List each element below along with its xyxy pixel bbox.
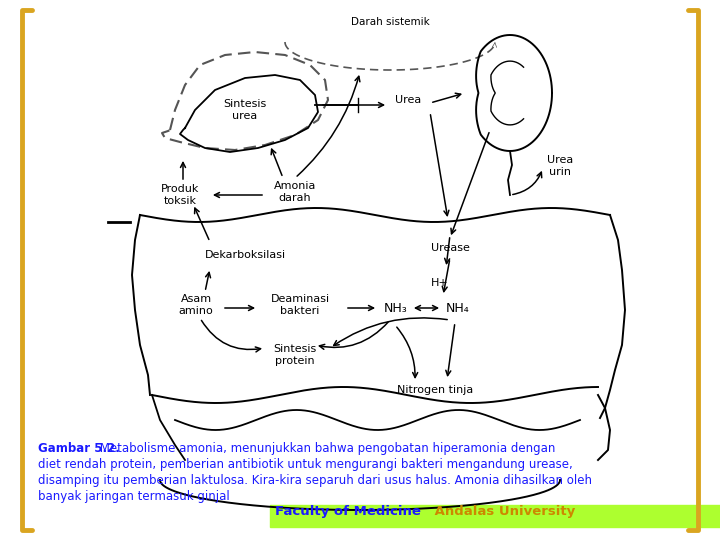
Text: banyak jaringan termasuk ginjal: banyak jaringan termasuk ginjal [38, 490, 230, 503]
Text: H+: H+ [431, 278, 449, 288]
Text: NH₃: NH₃ [384, 301, 408, 314]
Text: Faculty of Medicine: Faculty of Medicine [275, 505, 421, 518]
Text: Gambar 5.2.: Gambar 5.2. [38, 442, 120, 455]
Text: NH₄: NH₄ [446, 301, 470, 314]
Bar [270, 505, 720, 527]
Text: Dekarboksilasi: Dekarboksilasi [205, 250, 286, 260]
Text: Darah sistemik: Darah sistemik [351, 17, 429, 27]
Text: Asam
amino: Asam amino [179, 294, 213, 316]
Text: diet rendah protein, pemberian antibiotik untuk mengurangi bakteri mengandung ur: diet rendah protein, pemberian antibioti… [38, 458, 572, 471]
Text: Urea: Urea [395, 95, 421, 105]
Text: Metabolisme amonia, menunjukkan bahwa pengobatan hiperamonia dengan: Metabolisme amonia, menunjukkan bahwa pe… [96, 442, 555, 455]
Text: Andalas University: Andalas University [430, 505, 575, 518]
Text: Produk
toksik: Produk toksik [161, 184, 199, 206]
Text: Sintesis
protein: Sintesis protein [274, 344, 317, 366]
Text: disamping itu pemberian laktulosa. Kira-kira separuh dari usus halus. Amonia dih: disamping itu pemberian laktulosa. Kira-… [38, 474, 592, 487]
Text: Deaminasi
bakteri: Deaminasi bakteri [271, 294, 330, 316]
Text: Amonia
darah: Amonia darah [274, 181, 316, 203]
Text: Nitrogen tinja: Nitrogen tinja [397, 385, 473, 395]
Text: Urea
urin: Urea urin [547, 155, 573, 177]
Text: Sintesis
urea: Sintesis urea [223, 99, 266, 121]
Text: Urease: Urease [431, 243, 469, 253]
